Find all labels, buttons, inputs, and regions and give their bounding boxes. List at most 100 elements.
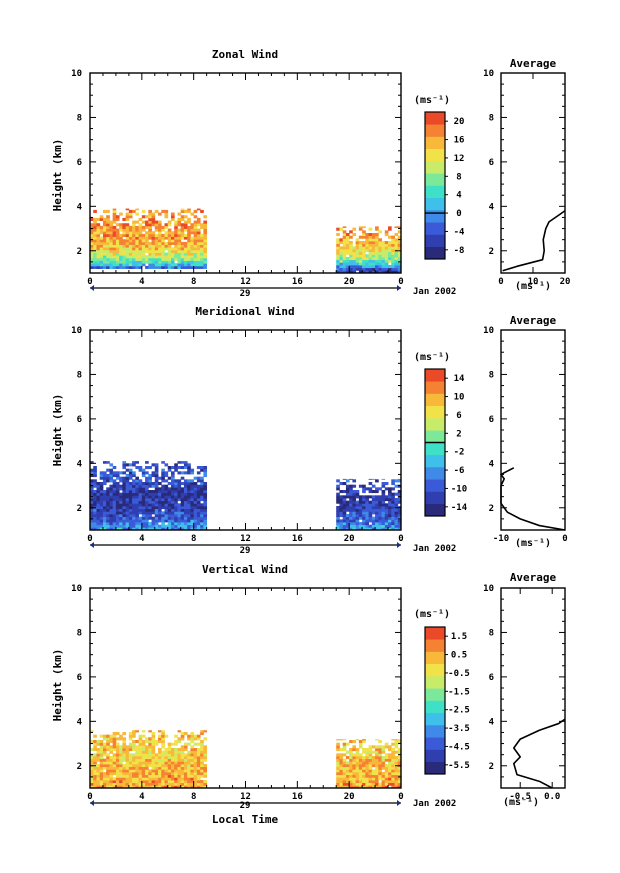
heatmap-cell [112, 260, 117, 264]
heatmap-cell [119, 516, 123, 520]
heatmap-cell [342, 785, 347, 789]
heatmap-cell [145, 503, 149, 507]
heatmap-cell [336, 249, 340, 253]
heatmap-cell [384, 774, 389, 778]
heatmap-cell [93, 247, 97, 251]
heatmap-cell [371, 524, 376, 528]
heatmap-cell [362, 251, 366, 255]
heatmap-cell [365, 511, 369, 515]
heatmap-cell [109, 498, 114, 502]
heatmap-cell [196, 777, 201, 781]
heatmap-cell [102, 764, 107, 768]
heatmap-cell [93, 252, 97, 256]
heatmap-cell [384, 519, 389, 523]
heatmap-cell [90, 217, 94, 221]
heatmap-cell [93, 257, 97, 261]
heatmap-cell [174, 750, 178, 754]
heatmap-cell [119, 737, 123, 741]
heatmap-cell [371, 758, 376, 762]
heatmap-cell [167, 506, 172, 510]
heatmap-cell [196, 223, 201, 227]
heatmap-cell [183, 511, 188, 515]
heatmap-cell [391, 498, 395, 502]
heatmap-cell [135, 785, 139, 789]
heatmap-cell [119, 257, 123, 261]
heatmap-cell [174, 780, 178, 784]
heatmap-cell [128, 782, 133, 786]
heatmap-cell [378, 758, 382, 762]
heatmap-cell [138, 244, 143, 248]
heatmap-cell [148, 764, 152, 768]
heatmap-cell [196, 764, 201, 768]
heatmap-cell [151, 764, 156, 768]
heatmap-cell [352, 745, 357, 749]
average-y-tick-label: 10 [483, 326, 494, 336]
heatmap-cell [99, 758, 104, 762]
heatmap-cell [102, 260, 107, 264]
heatmap-cell [365, 259, 369, 263]
heatmap-cell [109, 484, 114, 488]
heatmap-cell [99, 263, 104, 267]
heatmap-cell [115, 236, 120, 240]
heatmap-cell [106, 487, 110, 491]
heatmap-cell [180, 782, 185, 786]
x-tick-label: 20 [344, 277, 355, 287]
heatmap-cell [102, 734, 107, 738]
heatmap-cell [358, 249, 363, 253]
heatmap-cell [132, 753, 136, 757]
heatmap-cell [336, 500, 340, 504]
heatmap-cell [125, 476, 130, 480]
heatmap-cell [90, 511, 94, 515]
heatmap-cell [371, 495, 376, 499]
heatmap-cell [90, 228, 94, 232]
heatmap-cell [174, 263, 178, 267]
heatmap-cell [200, 753, 204, 757]
heatmap-cell [106, 764, 110, 768]
heatmap-cell [141, 263, 146, 267]
heatmap-cell [394, 508, 399, 512]
heatmap-cell [365, 785, 369, 789]
heatmap-cell [151, 249, 156, 253]
heatmap-cell [141, 780, 146, 784]
heatmap-cell [196, 265, 201, 269]
heatmap-cell [135, 780, 139, 784]
heatmap-cell [362, 766, 366, 770]
heatmap-cell [148, 495, 152, 499]
heatmap-cell [119, 503, 123, 507]
heatmap-cell [112, 484, 117, 488]
heatmap-cell [174, 740, 178, 744]
heatmap-cell [122, 766, 127, 770]
heatmap-cell [196, 252, 201, 256]
heatmap-cell [193, 522, 198, 526]
heatmap-cell [122, 490, 127, 494]
heatmap-cell [90, 255, 94, 259]
heatmap-cell [148, 236, 152, 240]
heatmap-cell [336, 769, 340, 773]
heatmap-cell [141, 519, 146, 523]
heatmap-cell [355, 753, 360, 757]
heatmap-cell [109, 239, 114, 243]
heatmap-cell [109, 476, 114, 480]
heatmap-cell [158, 244, 162, 248]
heatmap-cell [119, 527, 123, 531]
colorbar-swatch [425, 148, 445, 162]
heatmap-cell [183, 484, 188, 488]
heatmap-cell [397, 756, 402, 760]
heatmap-cell [180, 519, 185, 523]
colorbar-tick-label: 0 [456, 209, 461, 219]
heatmap-cell [358, 756, 363, 760]
heatmap-cell [122, 231, 127, 235]
heatmap-cell [109, 527, 114, 531]
heatmap-cell [138, 468, 143, 472]
heatmap-cell [102, 247, 107, 251]
heatmap-cell [177, 522, 182, 526]
heatmap-cell [371, 745, 376, 749]
heatmap-cell [200, 522, 204, 526]
heatmap-cell [190, 740, 195, 744]
heatmap-cell [96, 228, 101, 232]
heatmap-cell [158, 247, 162, 251]
heatmap-cell [96, 766, 101, 770]
colorbar-swatch [425, 663, 445, 677]
heatmap-cell [177, 231, 182, 235]
